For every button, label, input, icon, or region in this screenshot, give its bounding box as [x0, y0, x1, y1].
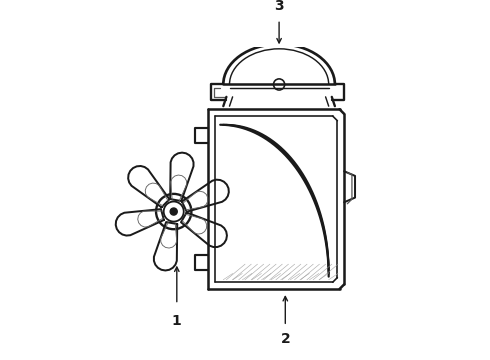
Circle shape: [156, 194, 192, 229]
Circle shape: [170, 208, 177, 215]
Text: 3: 3: [274, 0, 284, 13]
Text: 1: 1: [172, 314, 182, 328]
Text: 2: 2: [280, 332, 290, 346]
Circle shape: [164, 202, 184, 221]
